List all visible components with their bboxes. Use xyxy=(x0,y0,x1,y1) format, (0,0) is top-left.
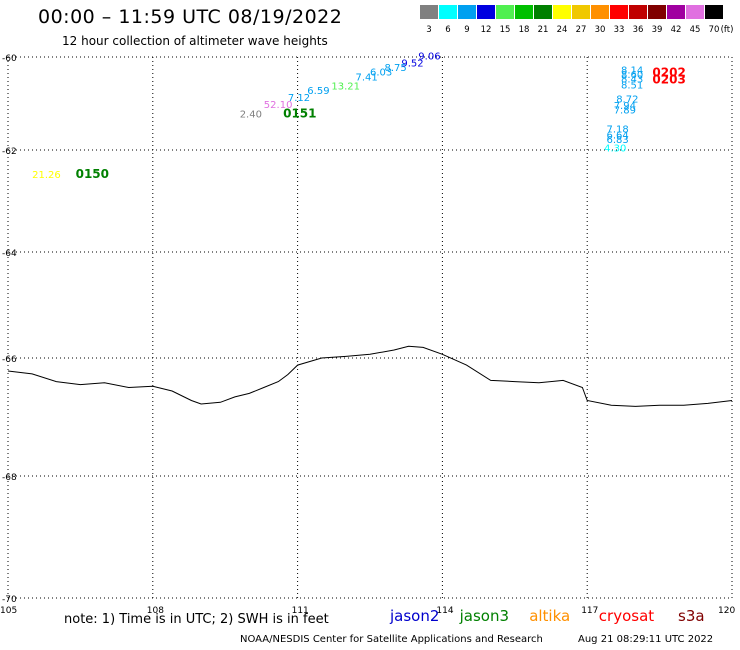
wave-height-reading: 8.51 xyxy=(621,81,643,92)
antarctic-coastline xyxy=(7,345,733,407)
legend-swatch-70 xyxy=(705,5,723,19)
legend-swatch-42 xyxy=(667,5,685,19)
lat-tick-label: -68 xyxy=(2,473,17,483)
wave-height-reading: 8.14 xyxy=(621,65,643,76)
lat-tick-label: -70 xyxy=(2,595,17,605)
legend-unit: (ft) xyxy=(720,25,734,35)
wave-height-reading: 6.83 xyxy=(607,135,629,146)
wave-height-reading: 6.59 xyxy=(307,86,329,97)
satellite-jason2: jason2 xyxy=(390,607,440,625)
legend-swatch-9 xyxy=(458,5,476,19)
legend-swatch-15 xyxy=(496,5,514,19)
legend-label-24: 24 xyxy=(556,25,568,35)
map-grid xyxy=(7,56,733,599)
legend-label-9: 9 xyxy=(464,25,470,35)
wave-height-reading: 8.43 xyxy=(621,75,643,86)
legend-label-27: 27 xyxy=(575,25,587,35)
pass-time-label: 0150 xyxy=(76,167,109,181)
wave-height-reading: 8.60 xyxy=(621,70,643,81)
lon-tick-label: 117 xyxy=(581,606,598,616)
wave-height-reading: 6.64 xyxy=(607,130,629,141)
legend-label-15: 15 xyxy=(499,25,511,35)
legend-swatch-27 xyxy=(572,5,590,19)
legend-label-33: 33 xyxy=(613,25,625,35)
wave-height-reading: 8.75 xyxy=(385,63,407,74)
lon-tick-label: 111 xyxy=(292,606,309,616)
lat-tick-label: -60 xyxy=(2,54,17,64)
wave-height-reading: 52.10 xyxy=(264,100,293,111)
legend-label-30: 30 xyxy=(594,25,606,35)
lat-tick-label: -62 xyxy=(2,147,17,157)
satellite-s3a: s3a xyxy=(678,607,705,625)
legend-label-39: 39 xyxy=(651,25,663,35)
legend-swatch-12 xyxy=(477,5,495,19)
legend-label-70: 70 xyxy=(708,25,720,35)
pass-time-label: 0202 xyxy=(652,66,685,80)
legend-swatch-36 xyxy=(629,5,647,19)
wave-height-reading: 7.89 xyxy=(614,106,636,117)
legend-swatch-45 xyxy=(686,5,704,19)
lat-tick-label: -66 xyxy=(2,355,17,365)
legend-label-6: 6 xyxy=(445,25,451,35)
satellite-altika: altika xyxy=(529,607,571,625)
legend-swatch-21 xyxy=(534,5,552,19)
wave-height-reading: 7.94 xyxy=(614,101,636,112)
legend-swatch-30 xyxy=(591,5,609,19)
legend-swatch-3 xyxy=(420,5,438,19)
legend-label-21: 21 xyxy=(537,25,549,35)
wave-height-reading: 9.52 xyxy=(401,58,423,69)
satellite-jason3: jason3 xyxy=(459,607,509,625)
legend-label-18: 18 xyxy=(518,25,530,35)
lon-tick-label: 108 xyxy=(147,606,164,616)
lon-tick-label: 120 xyxy=(718,606,735,616)
lon-tick-label: 114 xyxy=(436,606,453,616)
wave-height-reading: 7.12 xyxy=(288,93,310,104)
legend-swatch-24 xyxy=(553,5,571,19)
generation-timestamp: Aug 21 08:29:11 UTC 2022 xyxy=(578,634,714,645)
legend-swatch-6 xyxy=(439,5,457,19)
wave-height-reading: 2.40 xyxy=(240,109,262,120)
lat-tick-label: -64 xyxy=(2,249,17,259)
legend-label-45: 45 xyxy=(689,25,701,35)
pass-time-label: 0203 xyxy=(652,73,685,87)
legend-label-3: 3 xyxy=(426,25,432,35)
legend-swatch-33 xyxy=(610,5,628,19)
wave-height-reading: 9.06 xyxy=(418,51,440,62)
wave-height-reading: 7.18 xyxy=(607,124,629,135)
satellite-cryosat: cryosat xyxy=(598,607,655,625)
wave-height-reading: 6.03 xyxy=(370,68,392,79)
credit-line: NOAA/NESDIS Center for Satellite Applica… xyxy=(240,634,543,645)
page-subtitle: 12 hour collection of altimeter wave hei… xyxy=(62,34,328,48)
lon-tick-label: 105 xyxy=(0,606,17,616)
units-note: note: 1) Time is in UTC; 2) SWH is in fe… xyxy=(64,612,329,627)
page-title: 00:00 – 11:59 UTC 08/19/2022 xyxy=(38,6,343,28)
wave-height-reading: 7.41 xyxy=(356,72,378,83)
pass-time-label: 0151 xyxy=(283,106,316,120)
legend-label-12: 12 xyxy=(480,25,492,35)
wave-height-reading: 13.21 xyxy=(331,82,360,93)
wave-height-reading: 21.26 xyxy=(32,170,61,181)
legend-label-36: 36 xyxy=(632,25,644,35)
wave-height-reading: 4.30 xyxy=(604,144,626,155)
legend-swatch-18 xyxy=(515,5,533,19)
wave-height-reading: 8.72 xyxy=(616,95,638,106)
legend-label-42: 42 xyxy=(670,25,682,35)
legend-swatch-39 xyxy=(648,5,666,19)
